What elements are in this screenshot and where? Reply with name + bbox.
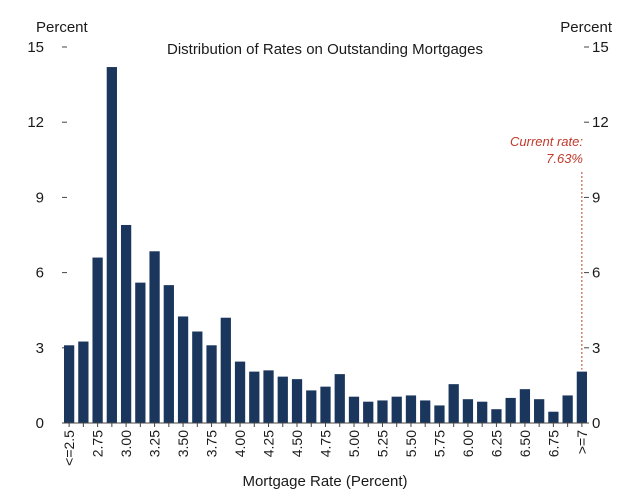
bar-4.00 xyxy=(234,361,246,423)
x-tick-label: 2.75 xyxy=(90,430,106,457)
bar-3.625 xyxy=(192,331,203,423)
x-tick-label: 6.75 xyxy=(545,430,561,457)
y-tick-right-label: 3 xyxy=(592,340,600,357)
x-tick-label: 3.25 xyxy=(147,430,163,457)
bar-5.125 xyxy=(363,401,374,423)
current-rate-value: 7.63% xyxy=(546,151,583,166)
y-tick-left-label: 15 xyxy=(27,39,44,56)
x-axis-ticks: <=2.5 2.75 3.00 3.25 3.50 3.75 4.00 4.25 4.50 4.7… xyxy=(61,423,590,466)
bar-4.875 xyxy=(334,374,345,423)
bar-3.50 xyxy=(177,316,189,423)
x-tick-label: 6.00 xyxy=(460,430,476,457)
bar-6.125 xyxy=(477,401,488,423)
x-tick-label: 4.50 xyxy=(289,430,305,457)
bar-5.25 xyxy=(377,400,388,423)
bar-5.75 xyxy=(434,405,445,423)
y-tick-left-label: 6 xyxy=(36,265,44,282)
x-tick-label: 6.25 xyxy=(488,430,504,457)
x-tick-label: 5.25 xyxy=(374,430,390,457)
y-tick-left-label: 3 xyxy=(36,340,44,357)
y-tick-left-label: 9 xyxy=(36,189,44,206)
bar-3.375 xyxy=(163,285,174,423)
x-tick-label: 5.00 xyxy=(346,430,362,457)
bar->=7 xyxy=(576,371,588,423)
y-tick-right-label: 9 xyxy=(592,189,600,206)
y-tick-left-label: 12 xyxy=(27,114,44,131)
bar-4.625 xyxy=(306,390,317,423)
bar-2.75 xyxy=(92,257,103,423)
x-tick-label: 4.00 xyxy=(232,430,248,457)
x-tick-label: 3.75 xyxy=(204,430,220,457)
x-tick-label: 6.50 xyxy=(517,430,533,457)
x-tick-label: 4.75 xyxy=(318,430,334,457)
bar-3.875 xyxy=(220,317,231,423)
y-axis-unit-left: Percent xyxy=(36,19,89,36)
bar-3.75 xyxy=(206,345,217,423)
bar-4.375 xyxy=(277,376,288,423)
y-tick-right-label: 6 xyxy=(592,265,600,282)
x-tick-label: 3.50 xyxy=(175,430,191,457)
y-tick-right-label: 15 xyxy=(592,39,609,56)
bar-2.875 xyxy=(106,67,117,424)
current-rate-label: Current rate: xyxy=(510,134,583,149)
bar-3.125 xyxy=(135,282,146,423)
bar-4.50 xyxy=(291,379,303,423)
y-tick-right-label: 0 xyxy=(592,415,600,432)
y-axis-left: 0 3 6 9 12 15 xyxy=(27,39,67,432)
bar-6.50 xyxy=(519,389,531,423)
x-tick-label: <=2.5 xyxy=(61,430,77,466)
bar-5.00 xyxy=(348,396,360,423)
x-tick-label: >=7 xyxy=(574,430,590,454)
x-tick-label: 3.00 xyxy=(118,430,134,457)
bar-4.125 xyxy=(249,371,260,423)
chart-title: Distribution of Rates on Outstanding Mor… xyxy=(167,41,483,58)
y-tick-left-label: 0 xyxy=(36,415,44,432)
x-tick-label: 5.50 xyxy=(403,430,419,457)
bar-6.00 xyxy=(462,399,474,423)
bar-6.25 xyxy=(491,409,502,423)
bar-2.625 xyxy=(78,341,89,423)
x-axis-title: Mortgage Rate (Percent) xyxy=(242,473,407,490)
bar-<=2.5 xyxy=(63,345,75,423)
bar-6.625 xyxy=(534,399,545,423)
bar-5.875 xyxy=(448,384,459,423)
bar-6.75 xyxy=(548,411,559,423)
y-tick-right-label: 12 xyxy=(592,114,609,131)
bar-4.25 xyxy=(263,370,274,423)
bar-6.875 xyxy=(562,395,573,423)
y-axis-right: 0 3 6 9 12 15 xyxy=(584,39,609,432)
bar-4.75 xyxy=(320,386,331,423)
current-rate-annotation: Current rate: 7.63% xyxy=(510,134,583,370)
y-axis-unit-right: Percent xyxy=(560,19,613,36)
bar-5.625 xyxy=(420,400,431,423)
bar-series xyxy=(63,67,588,424)
x-tick-label: 4.25 xyxy=(261,430,277,457)
x-tick-label: 5.75 xyxy=(431,430,447,457)
bar-3.00 xyxy=(120,224,132,423)
bar-6.375 xyxy=(505,397,516,423)
bar-5.375 xyxy=(391,396,402,423)
bar-3.25 xyxy=(149,251,160,423)
bar-5.50 xyxy=(405,395,417,423)
